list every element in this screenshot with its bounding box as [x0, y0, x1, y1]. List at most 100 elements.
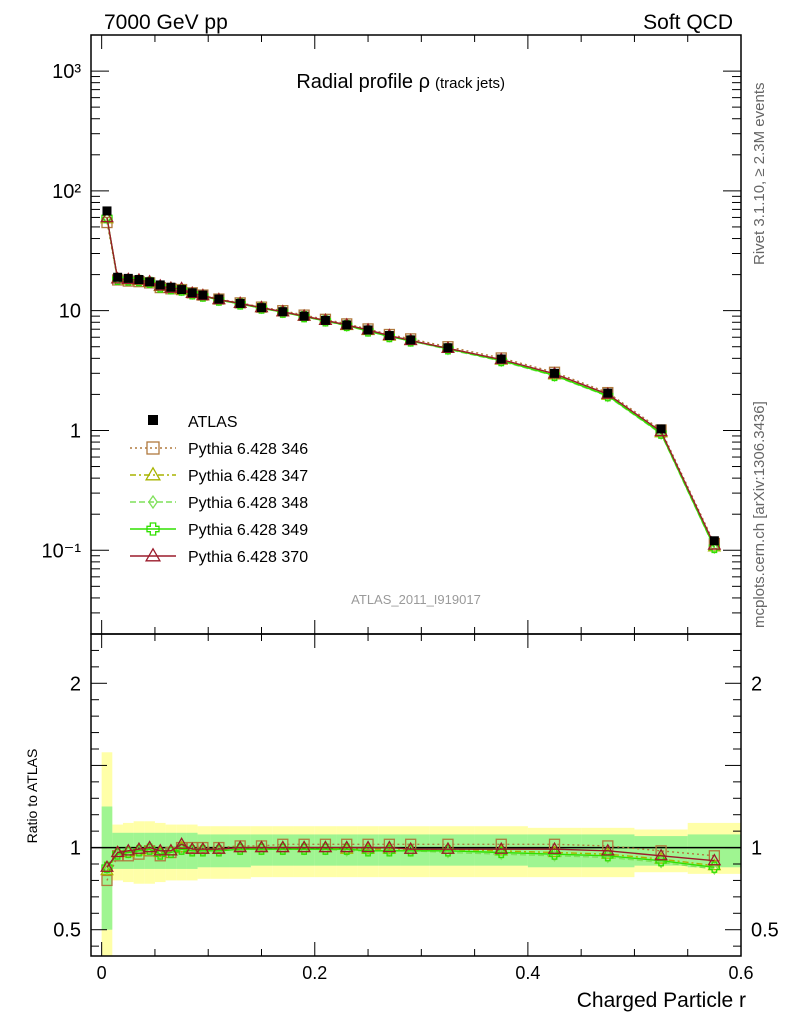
series-point-ratio-4-25 [707, 853, 722, 866]
ratio-plot-frame [90, 633, 742, 957]
series-point-ratio-4-4 [142, 840, 157, 853]
series-point-ratio-4-19 [403, 841, 418, 854]
data-point-22 [550, 368, 560, 378]
series-point-main-4-0 [100, 210, 114, 223]
legend-label-0: Pythia 6.428 346 [188, 441, 308, 458]
data-point-18 [384, 331, 394, 341]
data-point-17 [363, 325, 373, 335]
data-point-13 [278, 307, 288, 317]
analysis-watermark: ATLAS_2011_I919017 [351, 592, 481, 607]
series-point-ratio-3-4 [143, 843, 156, 855]
data-point-6 [166, 282, 176, 292]
series-point-ratio-4-7 [174, 836, 189, 849]
series-point-ratio-4-21 [494, 841, 509, 854]
series-point-ratio-2-0 [102, 862, 112, 876]
series-point-ratio-4-9 [196, 841, 210, 854]
ratio-tick-label-left-0: 0.5 [53, 920, 81, 942]
ratio-tick-label-left-1: 1 [70, 838, 81, 860]
data-point-5 [155, 280, 165, 290]
mcplots-label: mcplots.cern.ch [arXiv:1306.3436] [751, 401, 768, 628]
legend-entry-0: Pythia 6.428 346 [130, 441, 308, 458]
legend-entry-3: Pythia 6.428 349 [130, 522, 308, 539]
legend-marker-1 [144, 466, 162, 481]
data-point-20 [443, 343, 453, 353]
chart-title-suffix: (track jets) [435, 75, 505, 92]
data-point-3 [134, 275, 144, 285]
series-line-ratio-4 [106, 843, 715, 868]
series-point-ratio-4-15 [318, 840, 333, 853]
x-tick-label-2: 0.4 [515, 963, 540, 983]
series-point-ratio-4-1 [110, 845, 125, 858]
series-point-ratio-0-0 [101, 874, 113, 887]
x-axis-label: Charged Particle r [577, 989, 746, 1012]
header-right: Soft QCD [643, 11, 733, 34]
legend-entry-data: ATLAS [148, 414, 238, 431]
ratio-band-inner [250, 834, 273, 866]
rivet-version-label: Rivet 3.1.10, ≥ 2.3M events [751, 83, 768, 266]
legend-entry-1: Pythia 6.428 347 [130, 466, 308, 485]
series-line-main-0 [106, 222, 715, 544]
legend-label-1: Pythia 6.428 347 [188, 468, 308, 485]
series-point-ratio-4-22 [547, 841, 562, 854]
series-point-ratio-4-23 [600, 843, 615, 856]
y-tick-label-main-0: 10⁻¹ [42, 540, 82, 562]
legend-marker-2 [148, 494, 158, 510]
data-point-25 [709, 536, 719, 546]
legend-marker-0 [146, 441, 160, 455]
series-point-ratio-4-5 [153, 843, 168, 856]
series-point-ratio-3-21 [495, 846, 507, 859]
data-point-11 [235, 298, 245, 308]
legend-marker-3 [146, 522, 160, 536]
data-point-23 [603, 388, 613, 398]
series-point-ratio-4-8 [185, 841, 200, 854]
series-layer [100, 206, 722, 887]
legend-label-2: Pythia 6.428 348 [188, 495, 308, 512]
legend-label-data: ATLAS [188, 414, 238, 431]
legend-marker-4 [144, 547, 162, 562]
x-tick-label-0: 0 [97, 963, 107, 983]
x-tick-label-1: 0.2 [302, 963, 327, 983]
data-point-21 [496, 354, 506, 364]
ratio-tick-label-right-0: 0.5 [751, 920, 779, 942]
data-point-9 [198, 290, 208, 300]
data-point-10 [214, 294, 224, 304]
y-tick-label-main-2: 10 [59, 301, 81, 323]
series-line-ratio-3 [106, 848, 715, 868]
ratio-tick-label-left-2: 2 [70, 673, 81, 695]
header-left: 7000 GeV pp [104, 11, 228, 34]
series-point-ratio-4-18 [382, 840, 397, 853]
data-point-12 [256, 303, 266, 313]
series-point-ratio-0-17 [362, 838, 374, 850]
y-tick-label-main-1: 1 [70, 420, 81, 442]
series-point-ratio-4-10 [211, 841, 226, 854]
series-point-ratio-4-3 [132, 841, 146, 854]
series-point-ratio-4-20 [441, 841, 455, 854]
data-point-4 [145, 277, 155, 287]
legend-entry-2: Pythia 6.428 348 [130, 494, 308, 512]
legend-marker-data [148, 415, 158, 425]
series-point-ratio-4-11 [233, 840, 248, 853]
data-point-14 [299, 311, 309, 321]
series-point-ratio-4-16 [339, 840, 354, 853]
legend-label-3: Pythia 6.428 349 [188, 522, 308, 539]
data-point-15 [320, 315, 330, 325]
series-point-ratio-3-17 [362, 845, 374, 857]
series-point-ratio-3-18 [383, 845, 396, 857]
data-point-0 [102, 206, 112, 216]
y-tick-label-main-4: 10³ [52, 61, 81, 83]
data-point-19 [406, 335, 416, 345]
legend: ATLAS Pythia 6.428 346 Pythia 6.428 347 Pyt… [130, 414, 308, 566]
axes-layer: 0 0.2 0.4 0.6 10⁻¹ 1 10 10² 10³ 0.5 0.5 1 1 2 2 [42, 34, 779, 983]
y-tick-label-main-3: 10² [52, 181, 81, 203]
data-point-8 [187, 288, 197, 298]
x-tick-label-3: 0.6 [728, 963, 753, 983]
data-point-1 [113, 272, 123, 282]
ratio-band-inner [144, 832, 155, 869]
series-point-ratio-4-24 [654, 848, 668, 861]
legend-label-4: Pythia 6.428 370 [188, 549, 308, 566]
series-point-ratio-4-17 [361, 840, 375, 853]
data-point-24 [656, 424, 666, 434]
series-point-ratio-4-6 [164, 843, 178, 856]
chart-title: Radial profile ρ [296, 71, 430, 93]
